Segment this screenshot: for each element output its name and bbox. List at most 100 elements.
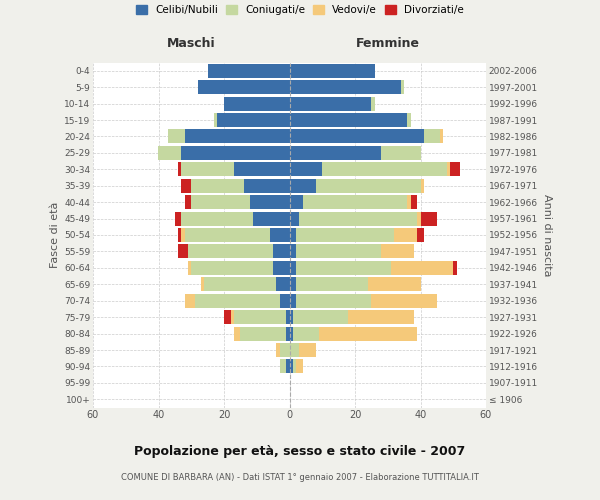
Bar [290,195,302,209]
Bar [188,261,191,275]
Bar [290,261,296,275]
Bar [244,178,290,192]
Bar [316,178,421,192]
Bar [322,162,447,176]
Bar [293,326,319,340]
Bar [381,244,414,258]
Y-axis label: Fasce di età: Fasce di età [50,202,60,268]
Bar [277,278,290,291]
Bar [407,113,410,127]
Bar [175,212,181,226]
Text: Maschi: Maschi [167,37,215,50]
Bar [234,162,290,176]
Bar [299,212,417,226]
Bar [421,178,424,192]
Bar [224,96,290,110]
Bar [296,228,394,242]
Bar [158,146,181,160]
Text: Femmine: Femmine [356,37,420,50]
Bar [191,195,250,209]
Bar [381,146,421,160]
Bar [273,244,290,258]
Bar [421,212,437,226]
Bar [290,113,407,127]
Bar [299,343,316,357]
Bar [250,195,290,209]
Bar [407,195,410,209]
Bar [290,294,296,308]
Bar [394,228,417,242]
Bar [185,195,191,209]
Text: Popolazione per età, sesso e stato civile - 2007: Popolazione per età, sesso e stato civil… [134,445,466,458]
Bar [296,278,368,291]
Bar [181,162,234,176]
Bar [290,343,299,357]
Bar [181,178,191,192]
Bar [293,360,296,374]
Text: COMUNE DI BARBARA (AN) - Dati ISTAT 1° gennaio 2007 - Elaborazione TUTTITALIA.IT: COMUNE DI BARBARA (AN) - Dati ISTAT 1° g… [121,472,479,482]
Bar [290,64,374,78]
Bar [290,130,424,143]
Bar [273,261,290,275]
Bar [417,212,421,226]
Bar [417,228,424,242]
Bar [453,261,457,275]
Bar [234,310,286,324]
Bar [290,228,296,242]
Bar [224,310,230,324]
Bar [280,294,290,308]
Bar [191,178,244,192]
Bar [194,294,280,308]
Bar [290,162,322,176]
Bar [401,80,404,94]
Bar [241,326,286,340]
Bar [185,294,194,308]
Y-axis label: Anni di nascita: Anni di nascita [542,194,552,276]
Bar [290,96,371,110]
Bar [188,244,273,258]
Bar [290,146,381,160]
Bar [201,278,205,291]
Bar [181,212,253,226]
Bar [286,310,290,324]
Bar [290,278,296,291]
Bar [349,310,414,324]
Bar [368,278,421,291]
Bar [286,360,290,374]
Bar [371,294,437,308]
Bar [290,310,293,324]
Bar [286,326,290,340]
Bar [217,113,290,127]
Bar [169,130,185,143]
Bar [290,244,296,258]
Bar [296,360,302,374]
Bar [185,130,290,143]
Bar [391,261,453,275]
Bar [270,228,290,242]
Bar [181,146,290,160]
Bar [410,195,417,209]
Bar [277,343,280,357]
Bar [371,96,374,110]
Bar [302,195,407,209]
Bar [234,326,241,340]
Bar [208,64,290,78]
Legend: Celibi/Nubili, Coniugati/e, Vedovi/e, Divorziati/e: Celibi/Nubili, Coniugati/e, Vedovi/e, Di… [136,5,464,15]
Bar [290,178,316,192]
Bar [319,326,417,340]
Bar [191,261,273,275]
Bar [230,310,234,324]
Bar [424,130,440,143]
Bar [290,326,293,340]
Bar [253,212,290,226]
Bar [296,294,371,308]
Bar [296,244,381,258]
Bar [447,162,450,176]
Bar [181,228,185,242]
Bar [293,310,349,324]
Bar [290,212,299,226]
Bar [178,244,188,258]
Bar [178,228,181,242]
Bar [178,162,181,176]
Bar [290,360,293,374]
